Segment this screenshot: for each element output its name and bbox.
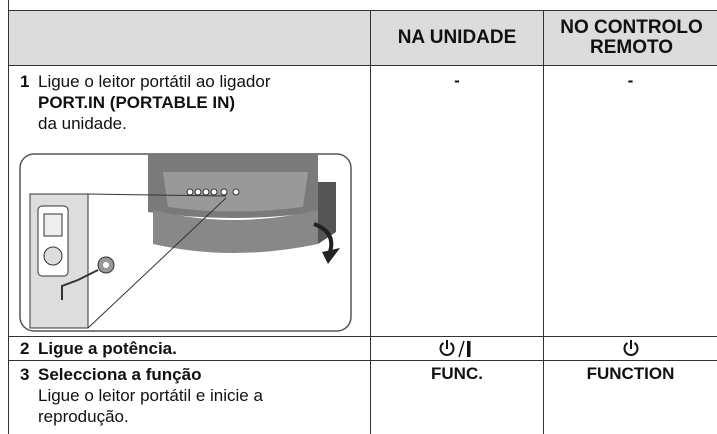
step-number: 2 <box>20 339 30 358</box>
step-text: da unidade. <box>38 114 127 133</box>
step-number: 1 <box>20 72 30 91</box>
header-unit: NA UNIDADE <box>397 27 517 48</box>
rule <box>543 10 544 434</box>
step-text: Ligue o leitor portátil e inicie a <box>38 386 263 405</box>
rule <box>8 360 717 361</box>
remote-action: - <box>627 71 634 90</box>
header-remote-line: NO CONTROLO <box>560 17 703 38</box>
step-text: Ligue o leitor portátil ao ligador <box>38 72 271 91</box>
illustration <box>19 153 352 332</box>
unit-action: FUNC. <box>431 364 483 383</box>
unit-action: - <box>454 71 460 90</box>
header-bg <box>8 10 717 65</box>
remote-action: FUNCTION <box>586 364 675 383</box>
rule <box>8 65 717 66</box>
step-number: 3 <box>20 365 30 384</box>
header-remote-line: REMOTO <box>589 37 674 58</box>
step-title: Selecciona a função <box>38 365 202 384</box>
power-icon <box>623 340 639 356</box>
rule <box>8 336 717 337</box>
step-text: PORT.IN (PORTABLE IN) <box>38 93 236 112</box>
header-remote: NO CONTROLO REMOTO <box>544 18 717 58</box>
step-title: Ligue a potência. <box>38 339 177 358</box>
power-standby-icon <box>439 340 471 358</box>
rule <box>8 10 717 11</box>
step-text: reprodução. <box>38 407 129 426</box>
rule <box>8 0 9 434</box>
rule <box>370 10 371 434</box>
